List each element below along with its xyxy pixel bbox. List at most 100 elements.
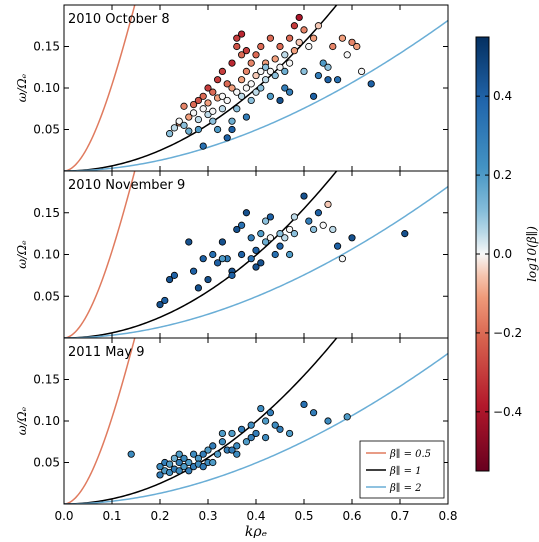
- data-point: [276, 63, 284, 71]
- data-point: [190, 450, 198, 458]
- data-point: [204, 275, 212, 284]
- data-point: [199, 255, 207, 263]
- y-tick-label: 0.05: [33, 456, 60, 470]
- data-point: [242, 47, 250, 55]
- data-point: [338, 34, 346, 42]
- y-axis-label-text: ω/Ωₑ: [15, 73, 29, 102]
- data-point: [247, 59, 255, 67]
- data-point: [166, 468, 174, 477]
- data-point: [261, 433, 270, 442]
- scatter-points: [127, 400, 351, 479]
- data-point: [242, 113, 250, 121]
- data-point: [285, 88, 294, 96]
- data-point: [228, 429, 236, 438]
- data-point: [285, 59, 294, 67]
- data-point: [290, 213, 298, 221]
- data-point: [223, 96, 231, 105]
- data-point: [290, 22, 298, 30]
- scatter-points: [156, 192, 409, 309]
- data-point: [218, 255, 226, 263]
- data-point: [309, 92, 318, 100]
- data-point: [252, 263, 260, 271]
- data-point: [300, 400, 308, 408]
- y-tick-label: 0.15: [33, 40, 60, 54]
- panel-3: 0.05 0.10 0.15 2011 May 9 ω/Ωₑ: [15, 337, 449, 505]
- data-point: [209, 442, 217, 450]
- data-point: [343, 413, 351, 421]
- scatter-points: [166, 13, 375, 150]
- colorbar: 0.4 0.2 0.0 −0.2 −0.4 log10(β∥): [475, 36, 539, 472]
- data-point: [401, 230, 409, 238]
- data-point: [285, 34, 294, 42]
- data-point: [218, 92, 226, 100]
- data-point: [319, 221, 327, 229]
- data-point: [290, 230, 298, 238]
- colorbar-tick-label: 0.4: [493, 89, 512, 103]
- data-point: [223, 134, 231, 142]
- data-point: [252, 246, 260, 254]
- data-point: [257, 230, 265, 238]
- x-tick-label: 0.8: [438, 509, 457, 523]
- data-point: [271, 71, 279, 80]
- data-point: [127, 450, 135, 458]
- data-point: [180, 454, 188, 462]
- legend-entry: β∥ = 0.5: [389, 448, 431, 460]
- data-point: [242, 209, 250, 217]
- data-point: [271, 421, 279, 429]
- data-point: [257, 404, 265, 413]
- y-tick-label: 0.10: [33, 81, 60, 95]
- data-point: [242, 438, 250, 446]
- data-point: [166, 130, 174, 138]
- data-point: [295, 13, 303, 22]
- data-point: [209, 250, 217, 259]
- data-point: [204, 84, 212, 92]
- data-point: [343, 51, 351, 59]
- data-point: [194, 96, 202, 105]
- data-point: [161, 296, 169, 305]
- data-point: [281, 234, 289, 242]
- data-point: [261, 217, 270, 225]
- data-point: [305, 42, 313, 51]
- data-point: [185, 127, 193, 135]
- x-tick-label: 0.3: [198, 509, 217, 523]
- curve-beta-2: [64, 352, 448, 504]
- data-point: [170, 271, 178, 279]
- data-point: [261, 76, 270, 84]
- data-point: [199, 142, 207, 150]
- data-point: [218, 67, 226, 76]
- x-tick-label: 0.0: [54, 509, 73, 523]
- data-point: [247, 96, 255, 105]
- data-point: [185, 458, 193, 467]
- data-point: [329, 225, 337, 234]
- data-point: [204, 446, 212, 454]
- data-point: [209, 88, 217, 96]
- data-point: [180, 121, 188, 129]
- data-point: [199, 450, 207, 458]
- data-point: [214, 76, 222, 84]
- data-point: [261, 63, 270, 71]
- data-point: [314, 209, 322, 217]
- data-point: [276, 242, 284, 250]
- colorbar-label: log10(β∥): [525, 226, 539, 282]
- data-point: [199, 105, 207, 113]
- legend-entry: β∥ = 2: [389, 482, 422, 494]
- curves: [64, 171, 448, 338]
- x-axis-label: kρₑ: [245, 524, 267, 538]
- data-point: [309, 34, 318, 42]
- data-point: [156, 471, 164, 479]
- data-point: [223, 80, 231, 88]
- y-axis-label-text: ω/Ωₑ: [15, 406, 29, 435]
- data-point: [309, 225, 318, 234]
- data-point: [314, 71, 322, 80]
- data-point: [190, 109, 198, 117]
- data-point: [233, 105, 241, 113]
- data-point: [233, 450, 241, 458]
- data-point: [209, 117, 217, 125]
- data-point: [281, 51, 289, 59]
- x-tick-label: 0.5: [294, 509, 313, 523]
- curve-beta-2: [64, 19, 448, 171]
- data-point: [285, 429, 294, 438]
- data-point: [214, 259, 222, 267]
- y-tick-label: 0.15: [33, 206, 60, 220]
- colorbar-label-text: log10(β∥): [525, 226, 539, 282]
